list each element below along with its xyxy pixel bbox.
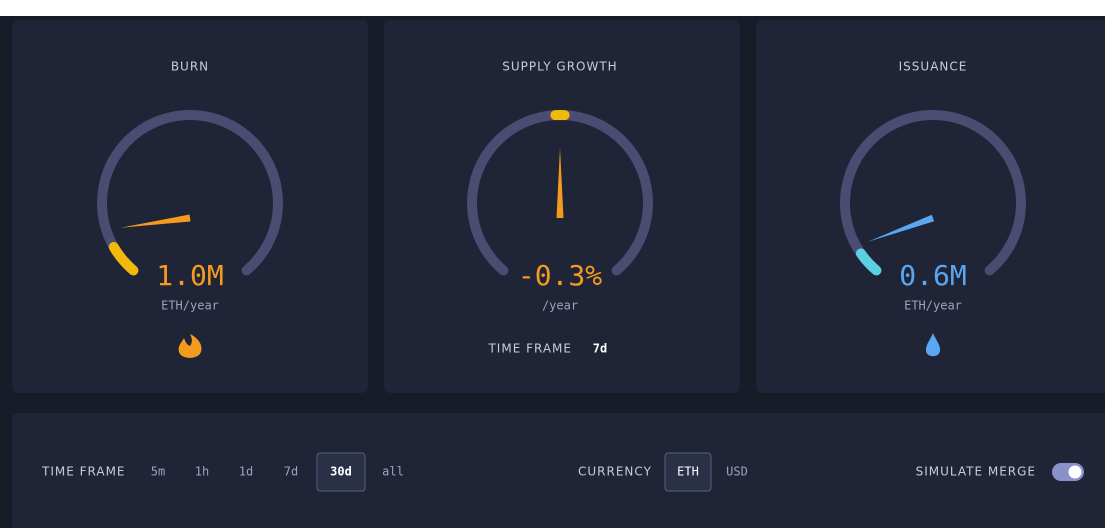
gauge-needle — [556, 148, 564, 218]
time-frame-option[interactable]: 5m — [151, 465, 165, 479]
gauge-unit: /year — [542, 299, 578, 313]
gauge-unit: ETH/year — [904, 299, 962, 313]
gauge-unit: ETH/year — [161, 299, 219, 313]
currency-label: CURRENCY — [578, 465, 652, 479]
gauge-segment — [855, 248, 882, 276]
card — [12, 20, 368, 393]
drop-icon — [925, 333, 941, 357]
control-panel — [12, 413, 1105, 528]
time-frame-option[interactable]: 30d — [330, 465, 352, 479]
time-frame-option[interactable]: 1h — [195, 465, 209, 479]
selected-option — [664, 452, 712, 492]
selected-option — [316, 452, 366, 492]
currency-option[interactable]: ETH — [677, 465, 699, 479]
gauge-value: 0.6M — [899, 259, 966, 292]
gauge-arc — [840, 110, 1026, 276]
gauge-title: SUPPLY GROWTH — [502, 60, 617, 74]
gauge-needle — [120, 214, 191, 228]
gauge-value: 1.0M — [156, 259, 223, 292]
gauge-arc — [97, 110, 283, 276]
gauge-value: -0.3% — [518, 259, 602, 292]
time-frame-label: TIME FRAME — [41, 465, 126, 479]
gauge-needle — [867, 214, 935, 242]
time-frame-value: 7d — [593, 342, 607, 356]
time-frame-option[interactable]: all — [382, 465, 404, 479]
simulate-merge-label: SIMULATE MERGE — [916, 465, 1036, 479]
gauge-segment — [108, 242, 139, 276]
currency-option[interactable]: USD — [726, 465, 748, 479]
time-frame-option[interactable]: 1d — [239, 465, 253, 479]
toggle-knob — [1068, 465, 1082, 479]
fire-icon — [178, 334, 202, 358]
gauge-title: BURN — [171, 60, 209, 74]
gauge-title: ISSUANCE — [899, 60, 968, 74]
card — [756, 20, 1105, 393]
time-frame-label: TIME FRAME — [487, 342, 572, 356]
time-frame-option[interactable]: 7d — [284, 465, 298, 479]
